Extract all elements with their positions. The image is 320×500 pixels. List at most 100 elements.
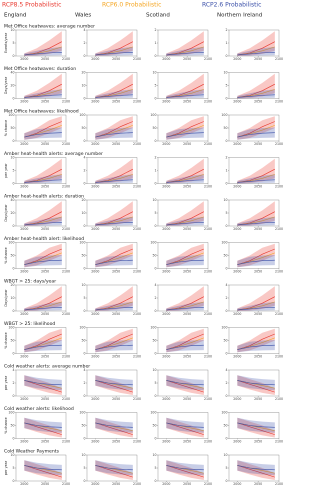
- y-tick-label: 0: [12, 224, 14, 228]
- x-tick-label: 2050: [254, 482, 262, 486]
- x-tick-label: 2000: [20, 100, 28, 104]
- y-axis-label: per year: [4, 163, 8, 178]
- uncertainty-band: [95, 174, 133, 184]
- y-tick-label: 0: [225, 182, 227, 186]
- uncertainty-band: [166, 301, 204, 311]
- y-tick-label: 10: [223, 71, 227, 75]
- x-tick-label: 2100: [62, 57, 70, 61]
- y-tick-label: 5: [12, 169, 14, 173]
- x-tick-label: 2000: [162, 227, 170, 231]
- y-tick-label: 0: [154, 267, 156, 271]
- y-tick-label: 1: [225, 41, 227, 45]
- x-tick-label: 2000: [233, 57, 241, 61]
- uncertainty-band: [24, 417, 62, 433]
- median-line: [237, 132, 275, 138]
- x-tick-label: 2000: [233, 482, 241, 486]
- y-tick-label: 20: [10, 84, 14, 88]
- y-tick-label: 0: [154, 54, 156, 58]
- x-tick-label: 2000: [91, 397, 99, 401]
- y-tick-label: 50: [81, 254, 85, 258]
- median-line: [166, 94, 204, 98]
- x-tick-label: 2050: [112, 312, 120, 316]
- uncertainty-band: [237, 375, 275, 395]
- y-tick-label: 50: [10, 339, 14, 343]
- y-tick-label: 0: [225, 97, 227, 101]
- median-line: [95, 248, 133, 265]
- uncertainty-band: [95, 460, 133, 476]
- y-tick-label: 2: [154, 28, 156, 32]
- y-tick-label: 100: [221, 113, 227, 117]
- panel-title: WBGT > 25: days/year: [4, 279, 56, 285]
- y-tick-label: 50: [223, 254, 227, 258]
- uncertainty-band: [237, 116, 275, 140]
- median-line: [24, 307, 62, 311]
- x-tick-label: 2050: [183, 100, 191, 104]
- x-tick-label: 2100: [133, 440, 141, 444]
- median-line: [95, 422, 133, 428]
- y-tick-label: 0: [12, 139, 14, 143]
- median-line: [166, 333, 204, 350]
- y-tick-label: 0: [154, 352, 156, 356]
- x-tick-label: 2000: [162, 142, 170, 146]
- median-line: [166, 380, 204, 393]
- x-tick-label: 2100: [204, 355, 212, 359]
- uncertainty-band: [95, 460, 133, 480]
- median-line: [237, 422, 275, 435]
- x-tick-label: 2100: [275, 100, 283, 104]
- uncertainty-band: [95, 116, 133, 140]
- y-tick-label: 100: [221, 411, 227, 415]
- x-tick-label: 2050: [254, 312, 262, 316]
- y-tick-label: 2: [225, 381, 227, 385]
- x-tick-label: 2050: [41, 355, 49, 359]
- median-line: [24, 222, 62, 226]
- uncertainty-band: [237, 46, 275, 56]
- y-tick-label: 2: [154, 156, 156, 160]
- median-line: [237, 380, 275, 393]
- y-tick-label: 100: [150, 326, 156, 330]
- x-tick-label: 2000: [233, 227, 241, 231]
- y-tick-label: 100: [150, 113, 156, 117]
- x-tick-label: 2000: [162, 397, 170, 401]
- y-tick-label: 5: [154, 211, 156, 215]
- x-tick-label: 2100: [275, 227, 283, 231]
- median-line: [237, 465, 275, 471]
- y-tick-label: 100: [79, 113, 85, 117]
- y-tick-label: 5: [154, 84, 156, 88]
- y-tick-label: 10: [81, 453, 85, 457]
- uncertainty-band: [24, 46, 62, 56]
- y-tick-label: 100: [79, 326, 85, 330]
- median-line: [237, 52, 275, 56]
- y-tick-label: 10: [10, 453, 14, 457]
- y-tick-label: 0: [83, 54, 85, 58]
- x-tick-label: 2050: [112, 185, 120, 189]
- x-tick-label: 2100: [204, 482, 212, 486]
- y-tick-label: 100: [8, 241, 14, 245]
- median-line: [166, 248, 204, 265]
- x-tick-label: 2100: [275, 397, 283, 401]
- panel-title: Amber heat-health alert: likelihood: [4, 236, 84, 242]
- y-tick-label: 100: [8, 411, 14, 415]
- uncertainty-band: [237, 328, 275, 353]
- y-tick-label: 10: [152, 453, 156, 457]
- uncertainty-band: [166, 46, 204, 56]
- x-tick-label: 2100: [275, 440, 283, 444]
- median-line: [166, 121, 204, 138]
- y-tick-label: 50: [81, 126, 85, 130]
- x-tick-label: 2000: [233, 355, 241, 359]
- y-tick-label: 10: [152, 71, 156, 75]
- x-tick-label: 2000: [233, 312, 241, 316]
- x-tick-label: 2050: [254, 227, 262, 231]
- y-tick-label: 0: [83, 309, 85, 313]
- x-tick-label: 2100: [204, 185, 212, 189]
- x-tick-label: 2100: [133, 57, 141, 61]
- y-tick-label: 4: [83, 28, 85, 32]
- uncertainty-band: [237, 301, 275, 311]
- y-tick-label: 0: [83, 479, 85, 483]
- x-tick-label: 2000: [91, 440, 99, 444]
- x-tick-label: 2050: [41, 482, 49, 486]
- uncertainty-band: [24, 89, 62, 99]
- y-tick-label: 0: [83, 182, 85, 186]
- uncertainty-band: [24, 460, 62, 480]
- median-line: [166, 422, 204, 435]
- median-line: [237, 380, 275, 386]
